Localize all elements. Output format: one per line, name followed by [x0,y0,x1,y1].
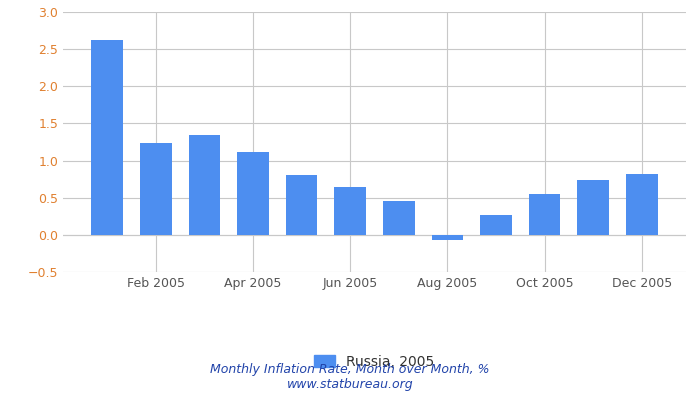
Bar [578,180,609,235]
Text: www.statbureau.org: www.statbureau.org [287,378,413,391]
Bar [286,175,317,235]
Bar [335,187,366,235]
Bar [383,201,414,235]
Bar [480,215,512,235]
Bar [91,40,123,235]
Text: Monthly Inflation Rate, Month over Month, %: Monthly Inflation Rate, Month over Month… [210,364,490,376]
Bar [140,144,172,235]
Bar [237,152,269,235]
Bar [188,135,220,235]
Bar [432,235,463,240]
Legend: Russia, 2005: Russia, 2005 [309,349,440,374]
Bar [529,194,561,235]
Bar [626,174,658,235]
